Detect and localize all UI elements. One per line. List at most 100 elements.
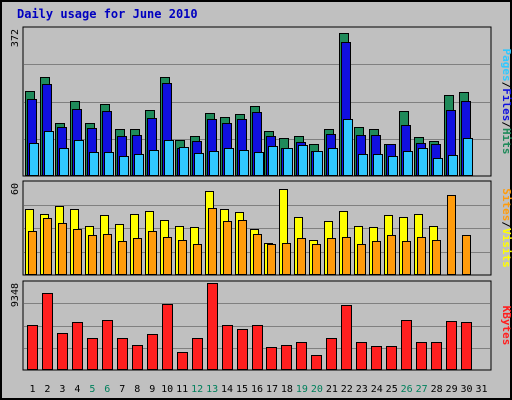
bar-pages-9: [149, 150, 159, 176]
x-tick-label-15: 15: [236, 384, 248, 395]
bar-sites-20: [312, 244, 321, 275]
bar-kbytes-21: [326, 338, 337, 370]
bar-kbytes-10: [162, 304, 173, 370]
legend-pages: Pages: [500, 49, 512, 82]
bar-pages-28: [433, 158, 443, 176]
x-tick-label-12: 12: [191, 384, 203, 395]
side-legend-middle: Sites/Visits: [500, 188, 512, 268]
x-tick-label-27: 27: [416, 384, 428, 395]
x-tick-label-11: 11: [176, 384, 188, 395]
bar-sites-19: [297, 238, 306, 275]
bar-pages-4: [74, 140, 84, 176]
bar-sites-29: [447, 195, 456, 275]
bar-pages-19: [298, 145, 308, 176]
x-tick-label-2: 2: [44, 384, 50, 395]
bar-pages-24: [373, 154, 383, 176]
legend-sites: Sites: [500, 188, 512, 221]
bar-kbytes-17: [266, 347, 277, 370]
bar-sites-4: [73, 229, 82, 275]
x-tick-label-6: 6: [104, 384, 110, 395]
bar-sites-15: [238, 220, 247, 275]
bar-kbytes-3: [57, 333, 68, 370]
bar-kbytes-19: [296, 342, 307, 370]
bar-sites-16: [253, 234, 262, 275]
x-tick-label-21: 21: [326, 384, 338, 395]
x-tick-label-24: 24: [371, 384, 383, 395]
x-tick-label-25: 25: [386, 384, 398, 395]
x-tick-label-14: 14: [221, 384, 233, 395]
bar-kbytes-11: [177, 352, 188, 370]
bar-pages-18: [283, 148, 293, 176]
bar-sites-22: [342, 237, 351, 275]
bar-pages-13: [209, 151, 219, 176]
bar-kbytes-20: [311, 355, 322, 370]
bar-pages-2: [44, 131, 54, 176]
side-legend-bottom: KBytes: [500, 306, 512, 346]
bar-sites-7: [118, 241, 127, 275]
x-tick-label-3: 3: [59, 384, 65, 395]
bar-pages-16: [254, 152, 264, 176]
x-tick-label-19: 19: [296, 384, 308, 395]
legend-separator: /: [500, 82, 512, 89]
bar-pages-27: [418, 148, 428, 176]
x-tick-label-1: 1: [29, 384, 35, 395]
bar-sites-27: [417, 237, 426, 275]
bar-sites-13: [208, 208, 217, 275]
y-max-label-top: 372: [10, 29, 21, 47]
bar-kbytes-9: [147, 334, 158, 370]
x-tick-label-22: 22: [341, 384, 353, 395]
bar-kbytes-18: [281, 345, 292, 370]
x-tick-label-31: 31: [475, 384, 487, 395]
legend-separator: /: [500, 121, 512, 128]
bar-pages-12: [194, 153, 204, 176]
chart-title: Daily usage for June 2010: [17, 7, 198, 21]
bar-sites-26: [402, 241, 411, 275]
x-tick-label-9: 9: [149, 384, 155, 395]
x-tick-label-10: 10: [161, 384, 173, 395]
bar-pages-23: [358, 154, 368, 176]
bar-kbytes-14: [222, 325, 233, 370]
x-tick-label-13: 13: [206, 384, 218, 395]
bar-pages-21: [328, 148, 338, 176]
bar-pages-6: [104, 152, 114, 176]
x-tick-label-23: 23: [356, 384, 368, 395]
bar-pages-22: [343, 119, 353, 176]
x-tick-label-26: 26: [401, 384, 413, 395]
bar-kbytes-15: [237, 329, 248, 370]
bar-sites-21: [327, 238, 336, 275]
bar-kbytes-7: [117, 338, 128, 370]
bar-sites-23: [357, 244, 366, 275]
legend-separator: /: [500, 221, 512, 228]
legend-files: Files: [500, 88, 512, 121]
bar-kbytes-29: [446, 321, 457, 370]
legend-kbytes: KBytes: [500, 306, 512, 346]
bar-kbytes-23: [356, 342, 367, 370]
bar-kbytes-4: [72, 322, 83, 370]
bar-sites-2: [43, 218, 52, 275]
bar-pages-17: [268, 146, 278, 176]
bar-kbytes-1: [27, 325, 38, 370]
y-max-label-bottom: 9348: [10, 283, 21, 307]
bar-kbytes-30: [461, 322, 472, 370]
bar-pages-3: [59, 148, 69, 176]
bar-sites-12: [193, 244, 202, 275]
bar-pages-30: [463, 138, 473, 176]
bar-kbytes-5: [87, 338, 98, 370]
x-tick-label-17: 17: [266, 384, 278, 395]
bar-pages-7: [119, 156, 129, 176]
bar-pages-29: [448, 155, 458, 176]
bar-sites-24: [372, 241, 381, 275]
x-tick-label-20: 20: [311, 384, 323, 395]
bar-kbytes-22: [341, 305, 352, 370]
x-tick-label-28: 28: [431, 384, 443, 395]
bar-pages-11: [179, 147, 189, 176]
x-tick-label-5: 5: [89, 384, 95, 395]
side-legend-top: Pages/Files/Hits: [500, 49, 512, 155]
bar-sites-14: [223, 221, 232, 275]
bar-kbytes-26: [401, 320, 412, 370]
bar-kbytes-16: [252, 325, 263, 370]
legend-visits: Visits: [500, 228, 512, 268]
legend-hits: Hits: [500, 128, 512, 155]
x-tick-label-29: 29: [446, 384, 458, 395]
